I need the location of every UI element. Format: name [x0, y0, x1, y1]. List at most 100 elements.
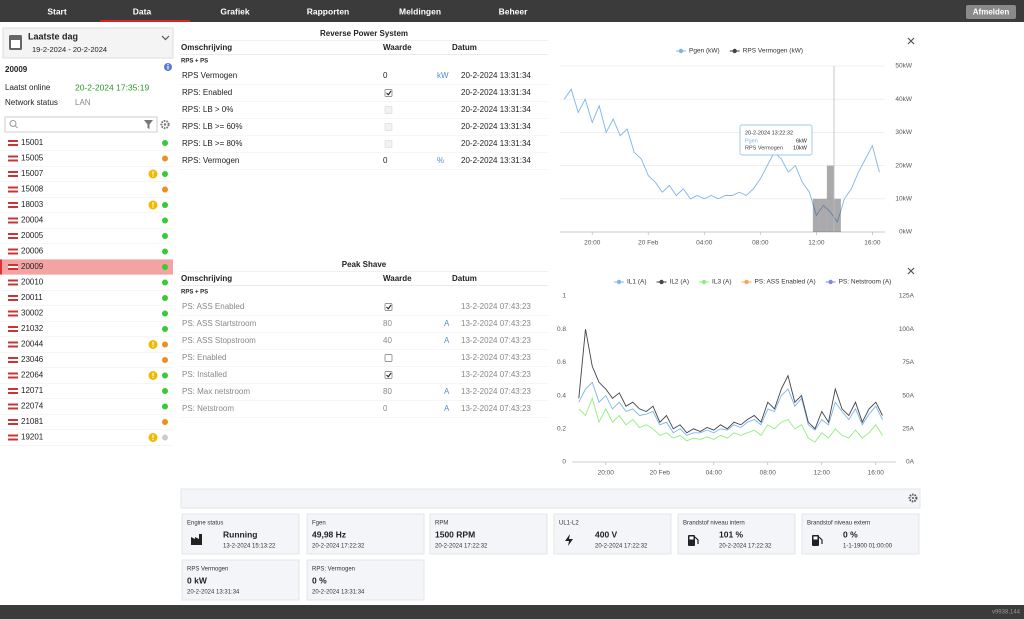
column-header: Datum	[452, 43, 477, 52]
unit-name[interactable]: 20005	[21, 231, 44, 240]
unit-name[interactable]: 20009	[21, 262, 44, 271]
row-separator	[0, 244, 173, 245]
unit-name[interactable]: 15007	[21, 169, 44, 178]
flag-stripe	[8, 437, 18, 439]
tooltip-name: RPS Vermogen	[745, 145, 783, 151]
row-date: 13-2-2024 07:43:23	[461, 404, 531, 413]
unit-name[interactable]: 22064	[21, 371, 44, 380]
row-label: PS: Installed	[182, 370, 227, 379]
unit-name[interactable]: 21032	[21, 324, 44, 333]
x-tick-label: 08:00	[760, 470, 777, 477]
y-tick-label: 125A	[899, 293, 915, 300]
unit-name[interactable]: 21081	[21, 417, 44, 426]
x-tick-label: 16:00	[868, 470, 885, 477]
legend-label[interactable]: Pgen (kW)	[689, 48, 720, 55]
unit-name[interactable]: 20011	[21, 293, 43, 302]
y-tick-label: 0.6	[557, 359, 566, 366]
nav-tab[interactable]: Start	[47, 6, 67, 16]
row-rule	[180, 332, 548, 333]
selected-marker	[0, 260, 2, 275]
tile-date: 20-2-2024 13:31:34	[187, 590, 240, 596]
unit-name[interactable]: 22074	[21, 402, 44, 411]
flag-stripe	[8, 282, 18, 284]
unit-name[interactable]: 12071	[21, 386, 44, 395]
row-label: PS: Max netstroom	[182, 387, 250, 396]
tooltip-title: 20-2-2024 13:22:32	[745, 130, 793, 136]
unit-name[interactable]: 23046	[21, 355, 44, 364]
info-icon[interactable]	[164, 63, 172, 71]
warning-mark	[152, 435, 153, 438]
tooltip-value: 6kW	[796, 138, 808, 144]
row-label: RPS: LB > 0%	[182, 105, 233, 114]
flag-stripe	[8, 266, 18, 268]
checkbox	[385, 141, 392, 148]
row-rule	[180, 383, 548, 384]
legend-label[interactable]: RPS Vermogen (kW)	[743, 48, 803, 55]
unit-name[interactable]: 20006	[21, 247, 44, 256]
x-tick-label: 08:00	[752, 240, 769, 247]
legend-label[interactable]: PS: Netstroom (A)	[839, 279, 892, 286]
unit-name[interactable]: 18003	[21, 200, 44, 209]
y-tick-label: 0.4	[557, 392, 566, 399]
row-separator	[0, 414, 173, 415]
nav-tab[interactable]: Meldingen	[399, 6, 441, 16]
x-tick-label: 04:00	[706, 470, 723, 477]
x-tick-label: 16:00	[864, 240, 881, 247]
unit-name[interactable]: 15008	[21, 185, 44, 194]
row-date: 13-2-2024 07:43:23	[461, 319, 531, 328]
legend-marker	[733, 49, 737, 53]
unit-name[interactable]: 20010	[21, 278, 44, 287]
flag-stripe	[8, 235, 18, 237]
expand-icon[interactable]	[908, 268, 914, 274]
status-dot	[162, 311, 168, 317]
tile-value: 0 %	[312, 575, 327, 585]
search-box[interactable]	[5, 117, 157, 132]
column-header: Omschrijving	[181, 274, 232, 283]
legend-label[interactable]: PS: ASS Enabled (A)	[755, 279, 816, 286]
legend-label[interactable]: IL2 (A)	[670, 279, 690, 286]
logout-label[interactable]: Afmelden	[973, 8, 1010, 17]
row-unit: A	[444, 404, 450, 413]
unit-name[interactable]: 15001	[21, 138, 44, 147]
tile-label: RPS: Vermogen	[312, 567, 355, 573]
tile-date: 20-2-2024 17:22:32	[312, 544, 365, 550]
flag-stripe	[8, 173, 18, 175]
status-dot	[162, 264, 168, 270]
row-value: 80	[383, 387, 392, 396]
status-dot	[162, 357, 168, 363]
tile-date: 20-2-2024 17:22:32	[719, 544, 772, 550]
unit-name[interactable]: 20004	[21, 216, 44, 225]
field-value: LAN	[75, 98, 91, 107]
y-tick-label: 100A	[899, 326, 915, 333]
warning-mark	[152, 342, 153, 345]
status-dot	[162, 419, 168, 425]
unit-name[interactable]: 19201	[21, 433, 44, 442]
nav-tab[interactable]: Data	[133, 6, 152, 16]
unit-name[interactable]: 15005	[21, 154, 44, 163]
status-dot	[162, 202, 168, 208]
nav-tab[interactable]: Grafiek	[220, 6, 250, 16]
tooltip-name: Pgen	[745, 138, 758, 144]
nav-tab[interactable]: Rapporten	[307, 6, 350, 16]
bar	[834, 199, 841, 232]
legend-label[interactable]: IL1 (A)	[627, 279, 647, 286]
row-rule	[180, 366, 548, 367]
field-label: Laatst online	[5, 83, 51, 92]
settings-icon[interactable]	[161, 121, 168, 128]
row-separator	[0, 383, 173, 384]
unit-name[interactable]: 20044	[21, 340, 44, 349]
column-header: Omschrijving	[181, 43, 232, 52]
row-separator	[0, 430, 173, 431]
nav-tab[interactable]: Beheer	[499, 6, 529, 16]
unit-name[interactable]: 30002	[21, 309, 44, 318]
column-header: Waarde	[383, 274, 412, 283]
y-tick-label: 50A	[902, 392, 914, 399]
group-label: RPS + PS	[181, 290, 208, 296]
row-label: PS: Netstroom	[182, 404, 234, 413]
legend-label[interactable]: IL3 (A)	[712, 279, 732, 286]
bar	[813, 199, 820, 232]
row-separator	[0, 213, 173, 214]
row-label: RPS: LB >= 80%	[182, 139, 242, 148]
